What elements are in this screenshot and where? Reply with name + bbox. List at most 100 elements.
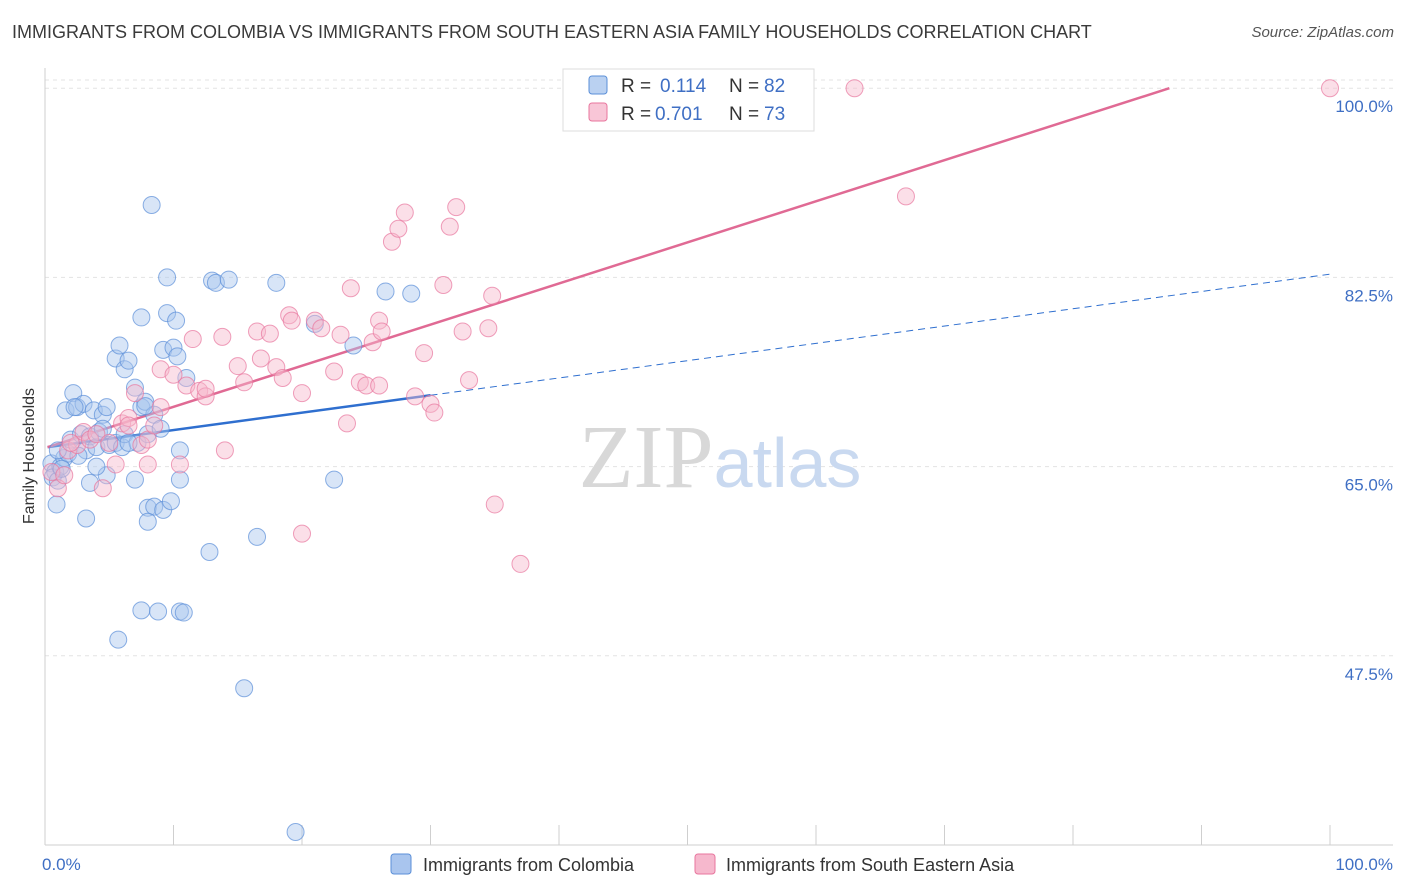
point-colombia <box>158 304 177 323</box>
legend-r-label: R = <box>621 104 651 125</box>
point-sea <box>485 495 504 514</box>
point-sea <box>896 187 915 206</box>
y-axis-label: Family Households <box>21 388 38 524</box>
point-sea <box>61 433 80 452</box>
legend-bottom: Immigrants from Colombia Immigrants from… <box>390 853 1015 875</box>
point-colombia <box>47 495 66 514</box>
legend-top: R = 0.114 N = 82 R = 0.701 N = 73 <box>562 68 815 132</box>
point-sea <box>183 330 202 349</box>
point-colombia <box>167 311 186 330</box>
point-colombia <box>170 470 189 489</box>
point-sea <box>235 373 254 392</box>
point-sea <box>312 319 331 338</box>
point-sea <box>434 275 453 294</box>
legend-swatch-colombia <box>588 75 608 95</box>
x-tick-label: 100.0% <box>1335 855 1393 874</box>
point-sea <box>415 344 434 363</box>
y-tick-label: 100.0% <box>1335 97 1393 116</box>
y-tick-label: 82.5% <box>1345 286 1393 305</box>
point-sea <box>138 455 157 474</box>
point-sea <box>196 387 215 406</box>
y-tick-label: 65.0% <box>1345 476 1393 495</box>
point-sea <box>483 286 502 305</box>
point-colombia <box>174 603 193 622</box>
point-sea <box>196 379 215 398</box>
point-colombia <box>65 398 84 417</box>
watermark: ZIPatlas <box>579 408 862 507</box>
point-sea <box>273 368 292 387</box>
point-sea <box>447 198 466 217</box>
source-label: Source: ZipAtlas.com <box>1251 24 1394 41</box>
point-sea <box>460 371 479 390</box>
legend-n-value: 82 <box>764 76 785 97</box>
legend-n-value: 73 <box>764 104 785 125</box>
point-colombia <box>325 470 344 489</box>
point-colombia <box>149 602 168 621</box>
point-sea <box>331 325 350 344</box>
point-sea <box>370 376 389 395</box>
point-colombia <box>125 470 144 489</box>
point-colombia <box>142 195 161 214</box>
point-sea <box>170 455 189 474</box>
point-sea <box>845 79 864 98</box>
point-colombia <box>136 397 155 416</box>
point-sea <box>395 203 414 222</box>
point-sea <box>119 408 138 427</box>
point-colombia <box>161 492 180 511</box>
point-colombia <box>110 336 129 355</box>
legend-r-value: 0.701 <box>655 104 703 125</box>
x-tick-labels: 0.0% 100.0% <box>42 855 1393 874</box>
point-sea <box>440 217 459 236</box>
legend-r-value: 0.114 <box>660 76 707 97</box>
point-sea <box>1321 79 1339 98</box>
point-sea <box>337 414 356 433</box>
point-sea <box>100 433 119 452</box>
point-colombia <box>170 441 189 460</box>
point-sea <box>151 398 170 417</box>
legend-n-label: N = <box>729 104 759 125</box>
point-sea <box>372 322 391 341</box>
legend-swatch-colombia <box>390 853 412 875</box>
y-tick-labels: 100.0% 82.5% 65.0% 47.5% <box>1335 97 1393 684</box>
point-sea <box>267 358 286 377</box>
point-colombia <box>164 338 183 357</box>
point-sea <box>260 324 279 343</box>
point-sea <box>55 466 74 485</box>
point-colombia <box>132 601 151 620</box>
legend-r-label: R = <box>621 76 651 97</box>
point-sea <box>305 311 324 330</box>
point-sea <box>93 479 112 498</box>
point-sea <box>293 524 311 543</box>
point-colombia <box>138 498 157 517</box>
point-colombia <box>109 630 128 649</box>
point-sea <box>228 357 247 376</box>
point-colombia <box>77 509 96 528</box>
point-sea <box>406 387 425 406</box>
point-sea <box>59 441 78 460</box>
trend-lines <box>47 87 1331 449</box>
point-colombia <box>132 308 151 327</box>
point-sea <box>282 311 301 330</box>
point-sea <box>293 384 311 403</box>
point-colombia <box>125 378 144 397</box>
point-sea <box>213 327 232 346</box>
point-sea <box>453 322 472 341</box>
point-sea <box>357 376 376 395</box>
point-sea <box>87 425 106 444</box>
point-colombia <box>267 273 286 292</box>
point-sea <box>145 416 164 435</box>
trend-line-colombia <box>47 394 431 449</box>
trend-line-colombia-extension <box>430 273 1331 396</box>
point-colombia <box>87 457 106 476</box>
point-colombia <box>235 679 254 698</box>
axes <box>44 68 1393 846</box>
trend-line-sea <box>47 87 1170 449</box>
chart-title: IMMIGRANTS FROM COLOMBIA VS IMMIGRANTS F… <box>12 22 1092 42</box>
legend-n-label: N = <box>729 76 759 97</box>
point-colombia <box>200 543 219 562</box>
point-colombia <box>138 512 157 531</box>
point-sea <box>106 455 125 474</box>
legend-label-colombia: Immigrants from Colombia <box>423 855 635 875</box>
legend-swatch-sea <box>588 102 608 122</box>
point-colombia <box>248 527 267 546</box>
